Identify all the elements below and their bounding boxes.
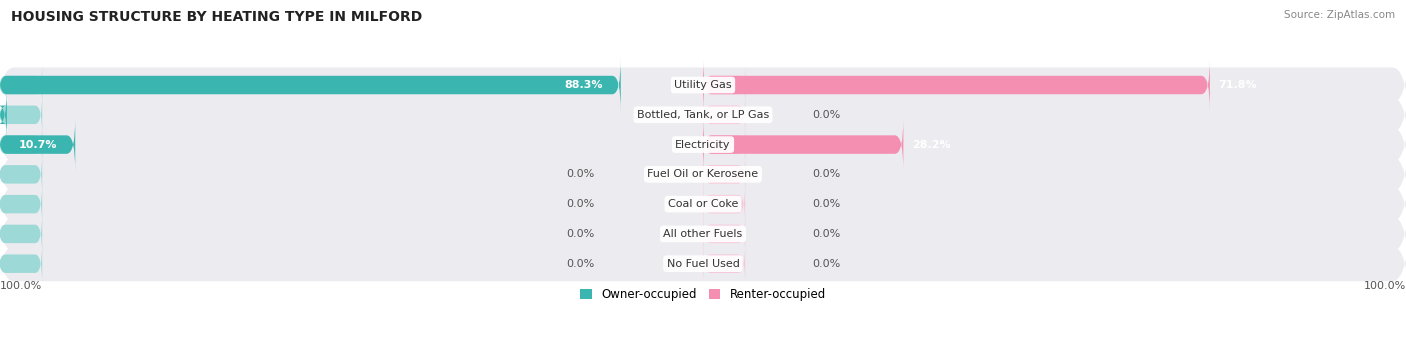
Text: 88.3%: 88.3%	[565, 80, 603, 90]
FancyBboxPatch shape	[0, 154, 42, 195]
Text: 0.0%: 0.0%	[565, 169, 593, 180]
FancyBboxPatch shape	[0, 88, 7, 141]
FancyBboxPatch shape	[703, 214, 745, 254]
Text: Fuel Oil or Kerosene: Fuel Oil or Kerosene	[647, 169, 759, 180]
Text: 0.0%: 0.0%	[565, 199, 593, 209]
Legend: Owner-occupied, Renter-occupied: Owner-occupied, Renter-occupied	[579, 288, 827, 301]
Text: 0.0%: 0.0%	[813, 169, 841, 180]
Text: 100.0%: 100.0%	[0, 281, 42, 291]
Text: HOUSING STRUCTURE BY HEATING TYPE IN MILFORD: HOUSING STRUCTURE BY HEATING TYPE IN MIL…	[11, 10, 422, 24]
FancyBboxPatch shape	[0, 117, 1406, 231]
FancyBboxPatch shape	[0, 184, 42, 225]
Text: Utility Gas: Utility Gas	[675, 80, 731, 90]
FancyBboxPatch shape	[0, 207, 1406, 321]
FancyBboxPatch shape	[703, 154, 745, 195]
FancyBboxPatch shape	[0, 177, 1406, 291]
Text: Electricity: Electricity	[675, 140, 731, 150]
Text: All other Fuels: All other Fuels	[664, 229, 742, 239]
Text: 0.0%: 0.0%	[813, 259, 841, 269]
Text: Coal or Coke: Coal or Coke	[668, 199, 738, 209]
FancyBboxPatch shape	[703, 184, 745, 225]
FancyBboxPatch shape	[0, 65, 42, 105]
FancyBboxPatch shape	[703, 118, 904, 171]
Text: Bottled, Tank, or LP Gas: Bottled, Tank, or LP Gas	[637, 110, 769, 120]
FancyBboxPatch shape	[0, 214, 42, 254]
FancyBboxPatch shape	[703, 94, 745, 135]
FancyBboxPatch shape	[0, 88, 1406, 202]
Text: 0.0%: 0.0%	[813, 110, 841, 120]
FancyBboxPatch shape	[703, 65, 745, 105]
Text: 28.2%: 28.2%	[911, 140, 950, 150]
Text: 0.0%: 0.0%	[813, 199, 841, 209]
Text: 0.0%: 0.0%	[813, 229, 841, 239]
Text: 71.8%: 71.8%	[1218, 80, 1257, 90]
FancyBboxPatch shape	[0, 124, 42, 165]
FancyBboxPatch shape	[0, 147, 1406, 261]
Text: 100.0%: 100.0%	[1364, 281, 1406, 291]
FancyBboxPatch shape	[703, 124, 745, 165]
Text: 10.7%: 10.7%	[20, 140, 58, 150]
FancyBboxPatch shape	[703, 58, 1209, 112]
FancyBboxPatch shape	[0, 58, 1406, 172]
Text: 0.0%: 0.0%	[565, 229, 593, 239]
Text: Source: ZipAtlas.com: Source: ZipAtlas.com	[1284, 10, 1395, 20]
FancyBboxPatch shape	[0, 58, 621, 112]
FancyBboxPatch shape	[0, 28, 1406, 142]
FancyBboxPatch shape	[0, 243, 42, 284]
FancyBboxPatch shape	[0, 94, 42, 135]
Text: No Fuel Used: No Fuel Used	[666, 259, 740, 269]
Text: 0.0%: 0.0%	[565, 259, 593, 269]
FancyBboxPatch shape	[0, 118, 76, 171]
FancyBboxPatch shape	[703, 243, 745, 284]
